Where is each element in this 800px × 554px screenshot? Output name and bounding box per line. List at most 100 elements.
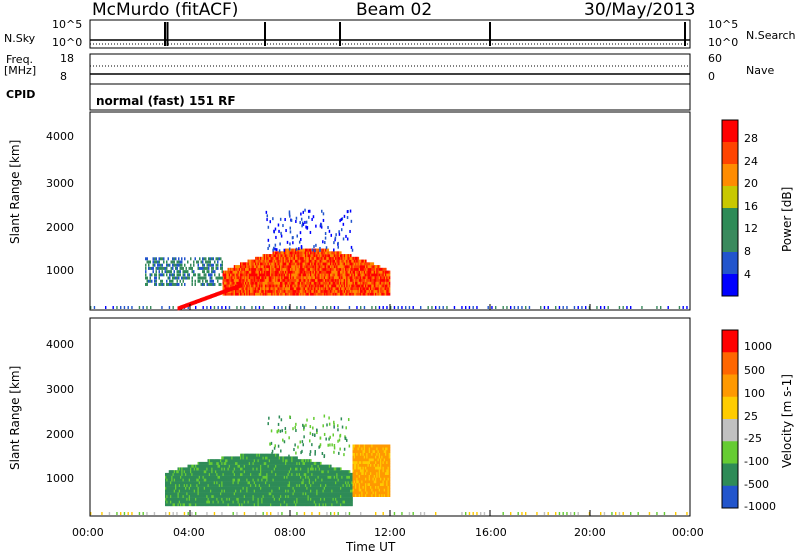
power-pixel: [257, 259, 260, 263]
power-pixel: [206, 279, 208, 283]
velocity-pixel: [333, 481, 336, 485]
power-pixel: [243, 270, 246, 274]
velocity-pixel: [253, 500, 256, 504]
x-tick: 12:00: [374, 526, 406, 539]
power-pixel: [282, 287, 285, 291]
power-pixel: [300, 212, 302, 216]
velocity-pixel: [201, 503, 203, 507]
power-pixel: [197, 276, 199, 280]
velocity-pixel: [166, 486, 168, 490]
power-pixel: [341, 273, 343, 277]
velocity-pixel: [340, 489, 342, 493]
velocity-pixel: [253, 467, 256, 471]
velocity-pixel: [238, 478, 241, 482]
velocity-pixel: [251, 475, 253, 479]
power-pixel: [251, 265, 253, 269]
power-pixel: [306, 278, 308, 282]
power-pixel: [214, 273, 216, 277]
velocity-pixel: [331, 483, 333, 487]
velocity-pixel: [347, 486, 350, 490]
power-pixel: [277, 254, 280, 258]
velocity-pixel: [233, 500, 236, 504]
velocity-pixel: [263, 497, 266, 501]
velocity-pixel: [250, 500, 252, 504]
velocity-pixel: [175, 500, 177, 504]
velocity-pixel: [278, 483, 281, 487]
nsearch-tick-top: 10^5: [708, 18, 739, 31]
power-pixel: [288, 254, 291, 258]
velocity-pixel: [183, 503, 186, 507]
power-pixel: [377, 292, 380, 296]
power-pixel: [566, 306, 568, 309]
power-pixel: [173, 282, 175, 286]
velocity-pixel: [196, 494, 198, 498]
velocity-pixel: [233, 483, 236, 487]
power-pixel: [388, 289, 391, 293]
power-pixel: [253, 289, 256, 293]
power-pixel: [242, 276, 245, 280]
power-pixel: [265, 267, 267, 271]
velocity-pixel: [311, 503, 313, 507]
velocity-ytick: 4000: [46, 338, 74, 351]
velocity-pixel: [195, 492, 197, 496]
velocity-cbar-tick: -100: [744, 455, 769, 468]
velocity-pixel: [212, 470, 215, 474]
velocity-pixel: [175, 472, 177, 476]
velocity-pixel: [273, 461, 276, 465]
power-pixel: [271, 254, 273, 258]
velocity-pixel: [291, 467, 293, 471]
power-pixel: [303, 265, 306, 269]
power-pixel: [315, 254, 317, 258]
velocity-pixel: [193, 475, 196, 479]
power-pixel: [350, 270, 352, 274]
velocity-pixel: [293, 497, 296, 501]
power-pixel: [368, 284, 371, 288]
velocity-pixel: [215, 459, 217, 463]
power-pixel: [373, 267, 376, 271]
velocity-pixel: [193, 492, 196, 496]
velocity-pixel: [180, 483, 182, 487]
velocity-pixel: [337, 486, 340, 490]
power-pixel: [266, 292, 268, 296]
power-pixel: [252, 273, 255, 277]
velocity-pixel: [196, 492, 198, 496]
velocity-pixel: [225, 503, 227, 507]
velocity-pixel: [201, 461, 203, 465]
power-pixel: [291, 248, 293, 252]
velocity-pixel: [257, 472, 260, 476]
velocity-pixel: [322, 500, 325, 504]
power-pixel: [341, 256, 343, 260]
power-pixel: [271, 259, 273, 263]
power-pixel: [268, 289, 271, 293]
power-pixel: [172, 273, 174, 277]
power-pixel: [296, 289, 298, 293]
power-pixel: [313, 289, 316, 293]
power-pixel: [282, 292, 285, 296]
velocity-pixel: [188, 467, 191, 471]
velocity-pixel: [300, 464, 302, 468]
velocity-pixel: [222, 472, 225, 476]
velocity-pixel: [233, 464, 236, 468]
velocity-pixel: [210, 486, 212, 490]
power-pixel: [301, 270, 303, 274]
power-pixel: [393, 306, 396, 309]
power-pixel: [345, 234, 347, 238]
power-pixel: [325, 273, 327, 277]
power-pixel: [288, 289, 291, 293]
power-pixel: [173, 263, 175, 267]
power-pixel: [250, 284, 252, 288]
velocity-pixel: [296, 500, 298, 504]
power-pixel: [245, 292, 247, 296]
velocity-pixel: [238, 456, 241, 460]
power-pixel: [340, 267, 342, 271]
power-pixel: [326, 276, 328, 280]
power-pixel: [278, 262, 281, 266]
velocity-pixel: [236, 500, 238, 504]
power-pixel: [148, 279, 150, 283]
power-pixel: [285, 306, 287, 309]
power-pixel: [303, 278, 306, 282]
velocity-pixel: [301, 481, 303, 485]
velocity-pixel: [278, 478, 281, 482]
velocity-pixel: [282, 464, 285, 468]
velocity-pixel: [205, 500, 207, 504]
